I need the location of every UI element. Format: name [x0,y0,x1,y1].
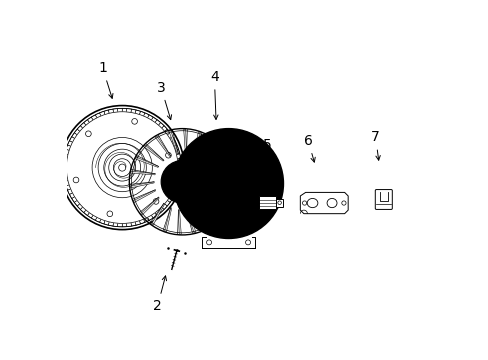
Polygon shape [135,157,158,167]
Polygon shape [200,138,213,160]
Polygon shape [205,148,224,166]
Polygon shape [210,175,234,182]
Polygon shape [209,161,231,174]
Polygon shape [178,210,181,234]
Circle shape [173,129,283,238]
Polygon shape [300,192,347,214]
Text: 1: 1 [98,61,113,98]
Polygon shape [183,129,186,154]
Polygon shape [141,197,159,215]
Polygon shape [130,182,154,188]
Text: 4: 4 [209,70,218,120]
Text: 5: 5 [263,138,271,166]
Polygon shape [164,208,171,232]
Polygon shape [155,136,170,157]
Text: 6: 6 [303,134,315,162]
Polygon shape [201,202,221,219]
Text: 2: 2 [153,276,166,313]
FancyBboxPatch shape [374,190,391,210]
Polygon shape [186,210,196,233]
Polygon shape [209,189,234,193]
Text: 7: 7 [370,130,380,160]
Polygon shape [151,203,164,225]
Polygon shape [133,190,155,202]
Polygon shape [206,196,229,207]
Polygon shape [143,145,163,161]
FancyBboxPatch shape [276,199,282,207]
FancyBboxPatch shape [258,196,276,210]
Polygon shape [130,171,155,175]
Circle shape [161,161,203,203]
Text: 3: 3 [157,81,171,120]
Polygon shape [194,207,209,228]
Polygon shape [193,132,200,156]
Polygon shape [168,131,178,154]
